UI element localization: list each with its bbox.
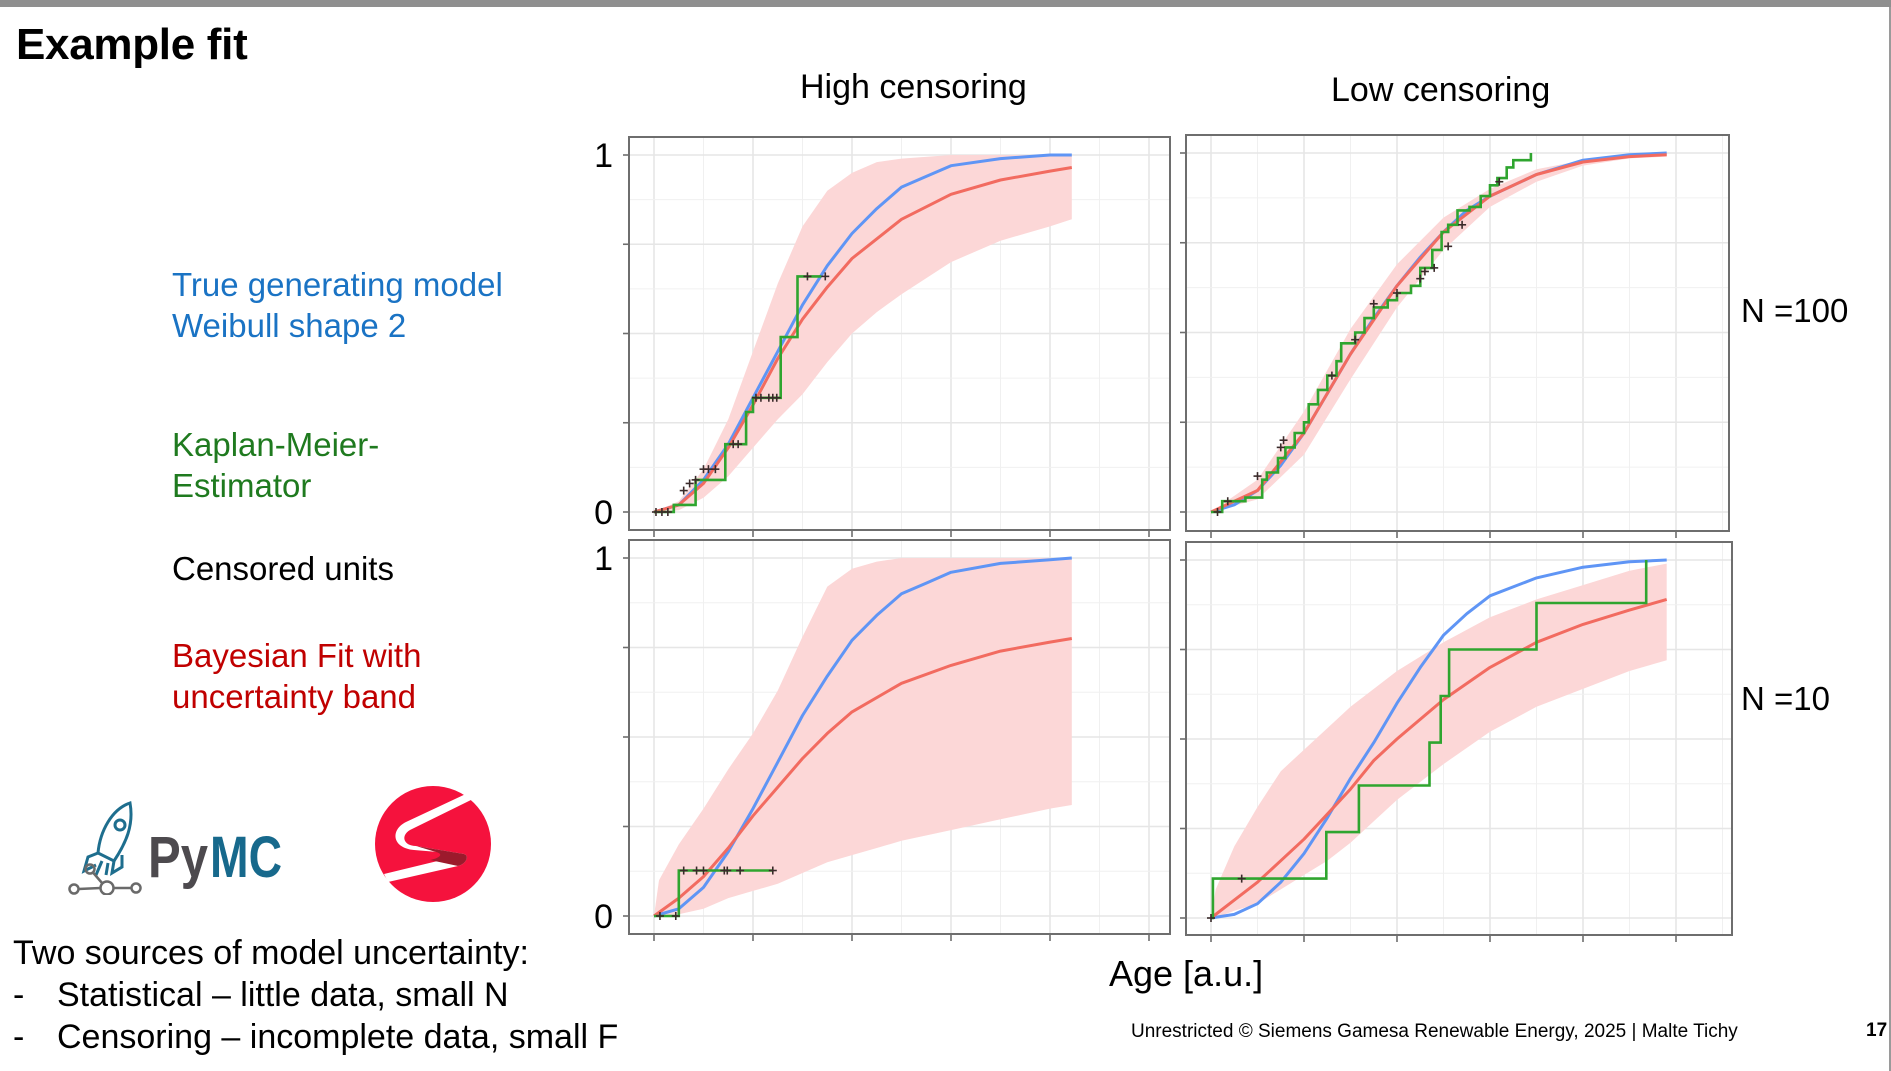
- pymc-rocket-icon: Py MC: [68, 801, 282, 896]
- censored-mark: [679, 866, 688, 875]
- censored-mark: [772, 393, 781, 402]
- notes-heading: Two sources of model uncertainty:: [13, 934, 529, 972]
- censored-mark: [803, 272, 812, 281]
- censored-mark: [1253, 472, 1262, 481]
- pymc-mc-text: MC: [210, 825, 282, 890]
- censored-mark: [821, 272, 830, 281]
- censored-mark: [1351, 335, 1360, 344]
- kaplan-meier-step: [1211, 153, 1533, 514]
- column-header-high-censoring: High censoring: [800, 68, 1027, 106]
- uncertainty-band: [1211, 563, 1667, 918]
- row-label-n10: N =10: [1741, 680, 1830, 717]
- chart-panel-high-censoring-n10: 01: [594, 539, 1171, 941]
- censored-mark: [1279, 436, 1288, 445]
- s-logo-icon: [375, 786, 491, 902]
- censored-mark: [671, 912, 680, 920]
- legend-bayesian-line1: Bayesian Fit with: [172, 637, 422, 674]
- plot-area: [651, 153, 1073, 516]
- bayesian-fit-line: [653, 166, 1073, 514]
- top-bar: [0, 0, 1891, 7]
- censored-mark: [711, 465, 720, 474]
- censored-mark: [1327, 371, 1336, 380]
- censored-mark: [692, 866, 701, 875]
- kaplan-meier-step: [654, 275, 822, 514]
- censored-mark: [655, 912, 664, 920]
- uncertainty-band: [1211, 153, 1667, 512]
- y-tick-label: 1: [594, 137, 613, 175]
- censored-mark: [1420, 267, 1429, 276]
- censored-mark: [663, 508, 672, 516]
- censored-mark: [1276, 443, 1285, 452]
- slide-title: Example fit: [16, 20, 248, 69]
- y-tick-label: 0: [594, 494, 613, 532]
- censored-mark: [691, 475, 700, 484]
- censored-mark: [736, 866, 745, 875]
- plot-area: [653, 556, 1073, 920]
- slide-right-border: [1889, 7, 1891, 1071]
- legend-true-model-line1: True generating model: [172, 266, 503, 303]
- legend-bayesian-line2: uncertainty band: [172, 678, 417, 715]
- legend-bayesian-fit: Bayesian Fit with uncertainty band: [172, 635, 421, 717]
- y-tick-label: 0: [594, 898, 613, 936]
- censored-mark: [1369, 299, 1378, 308]
- censored-mark: [704, 465, 713, 474]
- bullet-dash: -: [13, 1018, 25, 1056]
- censored-mark: [1207, 914, 1215, 922]
- true-model-line: [653, 153, 1072, 514]
- chart-panel-high-censoring-n100: 01: [594, 136, 1171, 537]
- plot-area: [1207, 558, 1668, 922]
- uncertainty-notes: Two sources of model uncertainty: - Stati…: [13, 932, 618, 1058]
- censored-mark: [679, 486, 688, 495]
- pymc-py-text: Py: [148, 825, 208, 890]
- legend-true-model-line2: Weibull shape 2: [172, 307, 407, 344]
- notes-item-text: Statistical – little data, small N: [57, 976, 509, 1014]
- legend-kaplan-meier-line2: Estimator: [172, 467, 312, 504]
- censored-mark: [1393, 289, 1401, 298]
- y-tick-label: 1: [594, 540, 613, 578]
- bullet-dash: -: [13, 976, 25, 1014]
- pymc-logo: Py MC: [60, 795, 290, 900]
- legend-censored-units: Censored units: [172, 550, 394, 587]
- censored-mark: [723, 866, 732, 875]
- uncertainty-band: [654, 558, 1072, 916]
- censored-mark: [1416, 274, 1425, 283]
- row-label-n100: N =100: [1741, 292, 1849, 329]
- bayesian-fit-line: [1210, 597, 1668, 920]
- censored-mark: [1444, 242, 1453, 251]
- column-header-low-censoring: Low censoring: [1331, 71, 1551, 109]
- notes-item: - Censoring – incomplete data, small F: [13, 1016, 618, 1058]
- legend-kaplan-meier: Kaplan-Meier- Estimator: [172, 424, 379, 506]
- footer-copyright: Unrestricted © Siemens Gamesa Renewable …: [1131, 1021, 1738, 1042]
- x-axis-label: Age [a.u.]: [1109, 953, 1264, 994]
- censored-mark: [1213, 508, 1222, 516]
- notes-item-text: Censoring – incomplete data, small F: [57, 1018, 619, 1056]
- true-model-line: [1210, 558, 1667, 920]
- censored-mark: [1237, 874, 1246, 883]
- censored-mark: [1495, 177, 1504, 186]
- kaplan-meier-step: [1211, 560, 1648, 920]
- page-number: 17: [1866, 1020, 1888, 1041]
- censored-mark: [734, 440, 743, 449]
- legend-kaplan-meier-line1: Kaplan-Meier-: [172, 426, 380, 463]
- legend-true-model: True generating model Weibull shape 2: [172, 264, 503, 346]
- chart-panel-low-censoring-n100: [1180, 134, 1730, 538]
- bayesian-fit-line: [653, 637, 1073, 918]
- s-logo: [370, 778, 500, 913]
- censored-mark: [685, 479, 694, 488]
- censored-mark: [768, 866, 777, 875]
- censored-mark: [1223, 497, 1232, 506]
- censored-mark: [756, 393, 765, 402]
- uncertainty-band: [654, 155, 1072, 512]
- censored-mark: [1458, 220, 1467, 229]
- censored-mark: [699, 866, 708, 875]
- chart-panel-low-censoring-n10: [1180, 541, 1733, 942]
- notes-item: - Statistical – little data, small N: [13, 974, 618, 1016]
- plot-area: [1210, 151, 1667, 516]
- censored-mark: [1430, 263, 1439, 272]
